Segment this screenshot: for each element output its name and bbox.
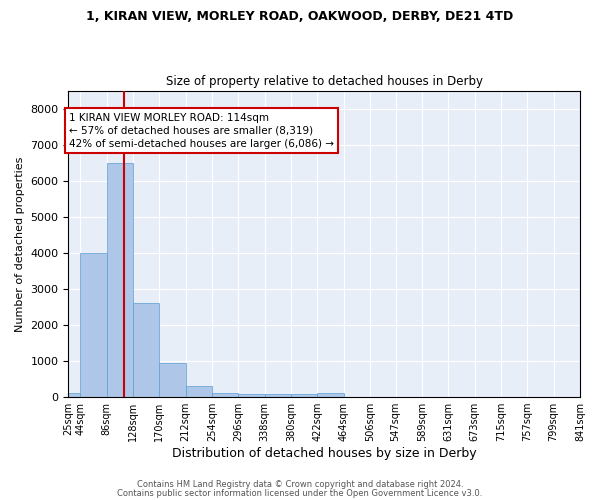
Text: Contains HM Land Registry data © Crown copyright and database right 2024.: Contains HM Land Registry data © Crown c… [137,480,463,489]
X-axis label: Distribution of detached houses by size in Derby: Distribution of detached houses by size … [172,447,476,460]
Bar [291,394,317,397]
Text: 1 KIRAN VIEW MORLEY ROAD: 114sqm
← 57% of detached houses are smaller (8,319)
42: 1 KIRAN VIEW MORLEY ROAD: 114sqm ← 57% o… [69,112,334,149]
Text: Contains public sector information licensed under the Open Government Licence v3: Contains public sector information licen… [118,489,482,498]
Bar [185,386,212,397]
Bar [107,163,133,397]
Bar [160,363,185,397]
Title: Size of property relative to detached houses in Derby: Size of property relative to detached ho… [166,76,483,88]
Bar [265,394,291,397]
Bar [68,394,80,397]
Bar [238,394,265,397]
Bar [80,253,107,397]
Bar [133,304,160,397]
Bar [212,393,238,397]
Y-axis label: Number of detached properties: Number of detached properties [15,156,25,332]
Text: 1, KIRAN VIEW, MORLEY ROAD, OAKWOOD, DERBY, DE21 4TD: 1, KIRAN VIEW, MORLEY ROAD, OAKWOOD, DER… [86,10,514,23]
Bar [317,394,344,397]
